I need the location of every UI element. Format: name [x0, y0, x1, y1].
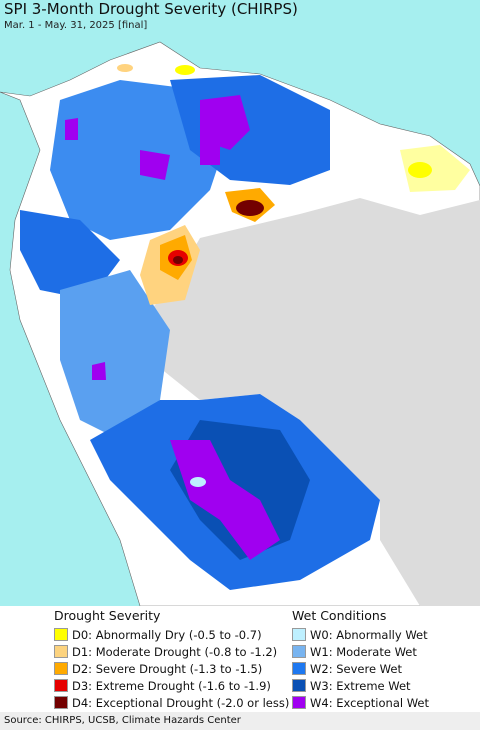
legend-item: W4: Exceptional Wet [292, 694, 429, 711]
wet-areas [20, 75, 380, 590]
legend-label: W1: Moderate Wet [310, 644, 417, 659]
legend-label: D4: Exceptional Drought (-2.0 or less) [72, 695, 290, 710]
legend-item: W1: Moderate Wet [292, 643, 429, 660]
source: Source: CHIRPS, UCSB, Climate Hazards Ce… [0, 712, 480, 730]
legend-swatch [292, 628, 306, 641]
legend-swatch [292, 696, 306, 709]
dry-areas [117, 64, 470, 305]
legend-label: W0: Abnormally Wet [310, 627, 428, 642]
legend-label: D3: Extreme Drought (-1.6 to -1.9) [72, 678, 271, 693]
legend-swatch [292, 679, 306, 692]
legend-item: W2: Severe Wet [292, 660, 429, 677]
legend-label: W4: Exceptional Wet [310, 695, 429, 710]
legend-swatch [54, 628, 68, 641]
legend-item: D1: Moderate Drought (-0.8 to -1.2) [54, 643, 289, 660]
legend-title: Drought Severity [54, 608, 161, 623]
legend-item: W0: Abnormally Wet [292, 626, 429, 643]
legend-item: D2: Severe Drought (-1.3 to -1.5) [54, 660, 289, 677]
legend-label: W3: Extreme Wet [310, 678, 411, 693]
legend-swatch [292, 645, 306, 658]
legend-label: W2: Severe Wet [310, 661, 402, 676]
legend-label: D0: Abnormally Dry (-0.5 to -0.7) [72, 627, 262, 642]
legend-item: W3: Extreme Wet [292, 677, 429, 694]
legend-item: D0: Abnormally Dry (-0.5 to -0.7) [54, 626, 289, 643]
legend-swatch [54, 679, 68, 692]
legend-label: D1: Moderate Drought (-0.8 to -1.2) [72, 644, 278, 659]
legend-swatch [54, 696, 68, 709]
legend-swatch [292, 662, 306, 675]
map [0, 0, 480, 606]
title: SPI 3-Month Drought Severity (CHIRPS) [4, 0, 298, 18]
legend-title: Wet Conditions [292, 608, 387, 623]
legend-item: D4: Exceptional Drought (-2.0 or less) [54, 694, 289, 711]
legend-swatch [54, 662, 68, 675]
no-data-region [130, 198, 480, 606]
legend-swatch [54, 645, 68, 658]
subtitle: Mar. 1 - May. 31, 2025 [final] [4, 20, 148, 31]
legend-wet: Wet Conditions W0: Abnormally Wet W1: Mod… [292, 608, 429, 711]
legend-drought: Drought Severity D0: Abnormally Dry (-0.… [54, 608, 289, 711]
legend-item: D3: Extreme Drought (-1.6 to -1.9) [54, 677, 289, 694]
legend-label: D2: Severe Drought (-1.3 to -1.5) [72, 661, 263, 676]
